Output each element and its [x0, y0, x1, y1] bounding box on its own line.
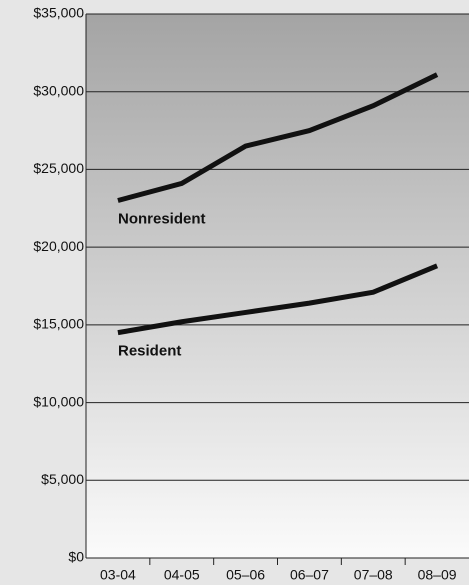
plot-area [86, 14, 469, 558]
x-tick-label: 07–08 [354, 567, 393, 583]
x-tick-label: 05–06 [226, 567, 265, 583]
series-label: Nonresident [118, 210, 206, 227]
series-line [117, 263, 439, 336]
y-tick-label: $5,000 [41, 471, 84, 487]
x-tick-label: 08–09 [418, 567, 457, 583]
y-tick-label: $35,000 [33, 5, 84, 21]
y-tick-label: $0 [68, 549, 84, 565]
series-line [117, 72, 439, 203]
y-tick-label: $10,000 [33, 393, 84, 409]
x-tick-label: 03-04 [100, 567, 136, 583]
y-tick-label: $20,000 [33, 238, 84, 254]
y-tick-label: $25,000 [33, 160, 84, 176]
y-tick-label: $15,000 [33, 316, 84, 332]
x-tick-label: 04-05 [164, 567, 200, 583]
x-tick-label: 06–07 [290, 567, 329, 583]
y-tick-label: $30,000 [33, 82, 84, 98]
series-label: Resident [118, 343, 181, 360]
